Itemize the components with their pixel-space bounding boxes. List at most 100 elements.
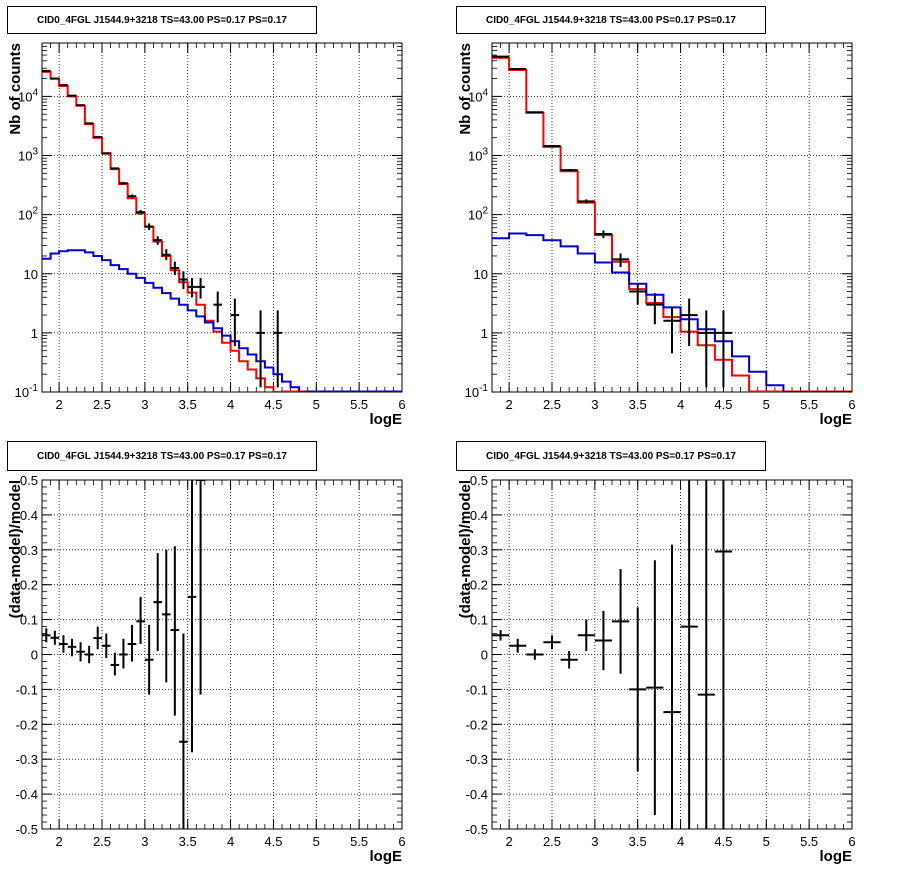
- data-point: [697, 480, 715, 829]
- x-tick-label: 4.5: [264, 397, 282, 412]
- y-tick-label: -0.3: [16, 752, 38, 767]
- x-axis-title: logE: [370, 411, 403, 428]
- x-tick-label: 3.5: [629, 834, 647, 849]
- x-tick-label: 4: [677, 834, 684, 849]
- x-tick-label: 2.5: [93, 397, 111, 412]
- data-point: [144, 624, 154, 695]
- x-tick-label: 3: [141, 397, 148, 412]
- y-tick-label: 104: [18, 87, 38, 104]
- x-tick-label: 3.5: [179, 834, 197, 849]
- y-tick-label: -0.5: [466, 822, 488, 837]
- data-point: [560, 169, 578, 172]
- x-tick-label: 4.5: [264, 834, 282, 849]
- data-point: [526, 111, 544, 114]
- x-tick-label: 4.5: [714, 834, 732, 849]
- chart-title-bottom-left: CID0_4FGL J1544.9+3218 TS=43.00 PS=0.17 …: [7, 441, 317, 471]
- plot-contents: [42, 69, 402, 392]
- data-point: [119, 181, 128, 185]
- data-point: [162, 549, 171, 683]
- data-point: [93, 136, 102, 139]
- data-point: [110, 167, 120, 170]
- y-tick-label: -0.4: [16, 787, 38, 802]
- data-point: [646, 293, 664, 325]
- y-tick-label: 0.4: [20, 508, 38, 523]
- data-point: [230, 298, 240, 346]
- data-point: [629, 607, 647, 772]
- y-tick-label: -0.1: [466, 682, 488, 697]
- chart-title-top-left: CID0_4FGL J1544.9+3218 TS=43.00 PS=0.17 …: [7, 6, 317, 34]
- data-point: [560, 651, 578, 669]
- x-tick-label: 5.5: [800, 834, 818, 849]
- data-point: [50, 77, 60, 80]
- x-tick-label: 3: [591, 397, 598, 412]
- panel-bottom-right-residuals: 2 2.5 3 3.5 4 4.5 5 5.5 6 -0.5 -0.4 -0.3 -0.2 -0.1 0 0.…: [457, 473, 856, 865]
- data-point: [59, 84, 68, 87]
- data-point: [612, 568, 630, 674]
- data-point: [492, 630, 510, 641]
- data-point: [127, 624, 137, 662]
- x-tick-label: 2.5: [93, 834, 111, 849]
- y-tick-label: 0.1: [20, 613, 38, 628]
- x-tick-label: 6: [398, 397, 405, 412]
- data-point: [714, 310, 732, 388]
- y-tick-label: 102: [468, 206, 488, 223]
- data-point: [42, 69, 51, 72]
- data-point: [196, 480, 205, 695]
- data-point: [594, 610, 612, 671]
- model-source-histogram: [42, 249, 402, 392]
- x-tick-label: 5.5: [800, 397, 818, 412]
- data-point: [196, 277, 205, 299]
- y-axis-title: (data-model)/model: [7, 480, 24, 618]
- x-tick-label: 4: [227, 834, 234, 849]
- data-point: [509, 638, 527, 653]
- x-tick-label: 3: [591, 834, 598, 849]
- y-tick-label: 103: [468, 147, 488, 164]
- y-tick-label: 102: [18, 206, 38, 223]
- x-tick-label: 5: [763, 397, 770, 412]
- plot-contents: [492, 480, 732, 829]
- y-tick-label: -0.2: [466, 717, 488, 732]
- y-tick-label: 0.2: [470, 578, 488, 593]
- y-tick-label: 10: [474, 267, 488, 282]
- panel-top-left-counts: 2 2.5 3 3.5 4 4.5 5 5.5 6 10-1 1 10 102 103 104 logE Nb …: [7, 42, 406, 428]
- data-point: [76, 104, 85, 107]
- x-tick-label: 4: [677, 397, 684, 412]
- x-tick-label: 6: [848, 834, 855, 849]
- x-axis-title: logE: [820, 848, 853, 865]
- x-axis-title: logE: [820, 411, 853, 428]
- data-point: [577, 199, 595, 204]
- x-tick-label: 4.5: [714, 397, 732, 412]
- data-point: [492, 55, 510, 58]
- data-point: [136, 596, 145, 645]
- data-point: [179, 633, 188, 829]
- data-point: [162, 249, 171, 261]
- data-point: [179, 271, 188, 290]
- y-tick-label: 0.5: [470, 473, 488, 488]
- x-tick-label: 2: [506, 834, 513, 849]
- data-point: [153, 236, 162, 245]
- data-point: [697, 310, 715, 388]
- data-point: [110, 652, 120, 676]
- data-point: [76, 642, 85, 662]
- data-point: [543, 635, 561, 650]
- data-point: [84, 122, 94, 125]
- data-point: [612, 253, 630, 268]
- y-tick-label: 0.5: [20, 473, 38, 488]
- chart-title-top-right: CID0_4FGL J1544.9+3218 TS=43.00 PS=0.17 …: [456, 6, 766, 34]
- x-tick-label: 5.5: [350, 397, 368, 412]
- y-tick-label: 10-1: [15, 383, 39, 400]
- y-tick-label: -0.2: [16, 717, 38, 732]
- y-tick-label: 0.3: [20, 543, 38, 558]
- y-tick-label: 0: [481, 648, 488, 663]
- plot-contents: [42, 480, 205, 829]
- data-point: [127, 194, 137, 199]
- data-point: [526, 649, 544, 660]
- model-source-histogram: [492, 232, 852, 392]
- y-tick-label: -0.5: [16, 822, 38, 837]
- y-tick-label: 0: [31, 648, 38, 663]
- data-point: [102, 633, 111, 658]
- y-axis-title: Nb of counts: [457, 43, 474, 135]
- x-tick-label: 5: [313, 397, 320, 412]
- y-tick-label: 10: [24, 267, 38, 282]
